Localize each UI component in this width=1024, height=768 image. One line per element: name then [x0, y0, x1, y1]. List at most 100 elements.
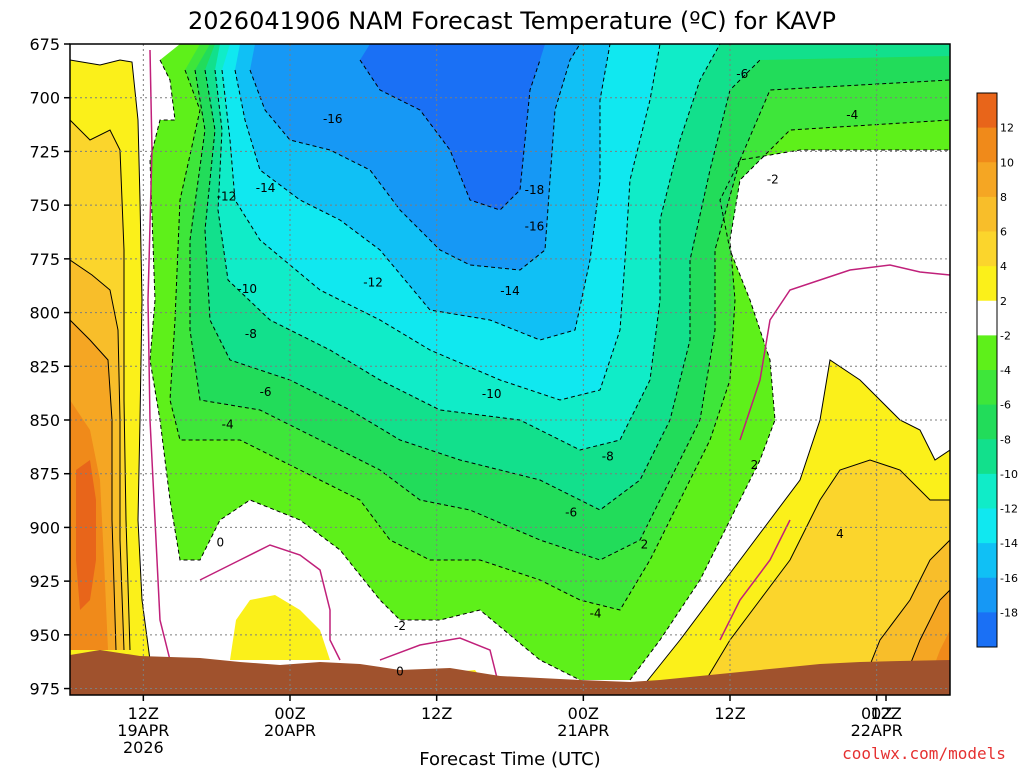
- contour-label: -8: [245, 327, 257, 341]
- credit-text: coolwx.com/models: [842, 744, 1006, 763]
- isotherm-minus12-line: [221, 44, 661, 401]
- colorbar-label: 2: [1000, 295, 1007, 308]
- y-tick-label: 700: [29, 89, 60, 108]
- plot-frame: [69, 43, 951, 696]
- contour-label: -16: [525, 220, 545, 234]
- colorbar-band: [977, 439, 997, 475]
- contour-label: -2: [767, 172, 779, 186]
- contour-label: 2: [751, 458, 759, 472]
- x-tick-label: 00Z: [861, 704, 892, 723]
- isotherm-4-line-right: [699, 459, 950, 691]
- y-tick-label: 925: [29, 572, 60, 591]
- colorbar-label: -12: [1000, 503, 1018, 516]
- x-tick-label: 20APR: [264, 721, 316, 740]
- colorbar-label: -4: [1000, 364, 1011, 377]
- isotherm-6-line-left: [70, 259, 125, 651]
- contour-label: 4: [836, 527, 844, 541]
- contour-label: 0: [396, 664, 404, 678]
- isotherm-6-line-right: [859, 539, 950, 691]
- colorbar-band: [977, 577, 997, 613]
- colorbar-label: 6: [1000, 226, 1007, 239]
- contour-label: -8: [602, 450, 614, 464]
- y-axis: 675 700 725 750 775 800 825 850 875 900 925 950 975: [29, 35, 70, 699]
- colorbar-band: [977, 300, 997, 336]
- y-tick-label: 675: [29, 35, 60, 54]
- x-tick-label: 12Z: [128, 704, 159, 723]
- x-tick-label: 12Z: [421, 704, 452, 723]
- y-tick-label: 975: [29, 680, 60, 699]
- isotherm-minus18-line: [359, 59, 541, 211]
- colorbar-label: -18: [1000, 606, 1018, 619]
- colorbar-band: [977, 93, 997, 129]
- x-axis-title: Forecast Time (UTC): [419, 749, 600, 768]
- contour-label: -6: [736, 67, 748, 81]
- colorbar-frame: [976, 92, 998, 648]
- contour-label: -12: [217, 190, 237, 204]
- contour-label: -14: [500, 284, 520, 298]
- zero-line-low: [379, 637, 501, 691]
- isotherm-minus16-line: [249, 44, 581, 271]
- y-tick-label: 750: [29, 196, 60, 215]
- isotherm-4-line-left: [70, 119, 131, 651]
- colorbar-band: [977, 508, 997, 544]
- colorbar-label: -10: [1000, 468, 1018, 481]
- x-tick-label: 22APR: [851, 721, 903, 740]
- contour-label: -6: [565, 505, 577, 519]
- contour-label: -6: [260, 385, 272, 399]
- contour-label: -4: [846, 108, 858, 122]
- colorbar-band: [977, 162, 997, 198]
- contour-labels: -16 -14 -12 -10 -8 -6 -4 0 -12 -10 -18 -16 -14 -8 -6 -4…: [217, 67, 859, 678]
- contour-label: -10: [237, 282, 257, 296]
- isotherm-2-line-left: [70, 59, 151, 661]
- x-tick-label: 00Z: [274, 704, 305, 723]
- colorbar: 12 10 8 6 4 2 -2 -4 -6 -8 -10 -12 -14 -16 -18: [976, 92, 1018, 648]
- chart-title: 2026041906 NAM Forecast Temperature (ºC)…: [188, 7, 836, 35]
- isotherm-minus2-line-right: [629, 149, 950, 681]
- positive-isotherms: [70, 59, 950, 691]
- isotherm-8-line-left: [70, 319, 117, 651]
- x-tick-label: 21APR: [557, 721, 609, 740]
- grid: [70, 44, 950, 695]
- isotherm-2-line-right: [639, 359, 950, 691]
- isotherm-minus6-line: [189, 69, 950, 561]
- contour-label: -4: [222, 417, 234, 431]
- zero-line-right: [739, 264, 950, 441]
- temperature-field: -16 -14 -12 -10 -8 -6 -4 0 -12 -10 -18 -16 -14 -8 -6 -4…: [70, 44, 950, 695]
- colorbar-band: [977, 231, 997, 267]
- colorbar-band: [977, 127, 997, 163]
- isotherm-minus8-line: [204, 59, 761, 511]
- colorbar-label: 8: [1000, 191, 1007, 204]
- colorbar-band: [977, 473, 997, 509]
- x-tick-label: 2026: [123, 738, 164, 757]
- colorbar-band: [977, 612, 997, 648]
- contour-label: 0: [217, 535, 225, 549]
- colorbar-band: [977, 404, 997, 440]
- ground-terrain: [70, 650, 950, 695]
- contour-label: -14: [256, 181, 276, 195]
- contour-label: -16: [323, 112, 343, 126]
- colorbar-label: -6: [1000, 399, 1011, 412]
- y-tick-label: 950: [29, 626, 60, 645]
- x-tick-label: 19APR: [117, 721, 169, 740]
- warm-pocket-20apr: [230, 595, 330, 660]
- colorbar-band: [977, 370, 997, 406]
- colorbar-label: -16: [1000, 572, 1018, 585]
- contour-label: -12: [363, 275, 383, 289]
- y-tick-label: 725: [29, 142, 60, 161]
- x-tick-label: 12Z: [870, 704, 901, 723]
- colorbar-label: 10: [1000, 156, 1014, 169]
- x-tick-label: 12Z: [714, 704, 745, 723]
- colorbar-label: 4: [1000, 260, 1007, 273]
- y-tick-label: 900: [29, 518, 60, 537]
- colorbar-label: -2: [1000, 329, 1011, 342]
- contour-label: -2: [394, 619, 406, 633]
- contour-label: -4: [590, 606, 602, 620]
- colorbar-band: [977, 335, 997, 371]
- y-tick-label: 825: [29, 357, 60, 376]
- colorbar-label: -14: [1000, 537, 1018, 550]
- colorbar-band: [977, 196, 997, 232]
- colorbar-band: [977, 543, 997, 579]
- colorbar-label: -8: [1000, 433, 1011, 446]
- contour-label: 2: [641, 538, 649, 552]
